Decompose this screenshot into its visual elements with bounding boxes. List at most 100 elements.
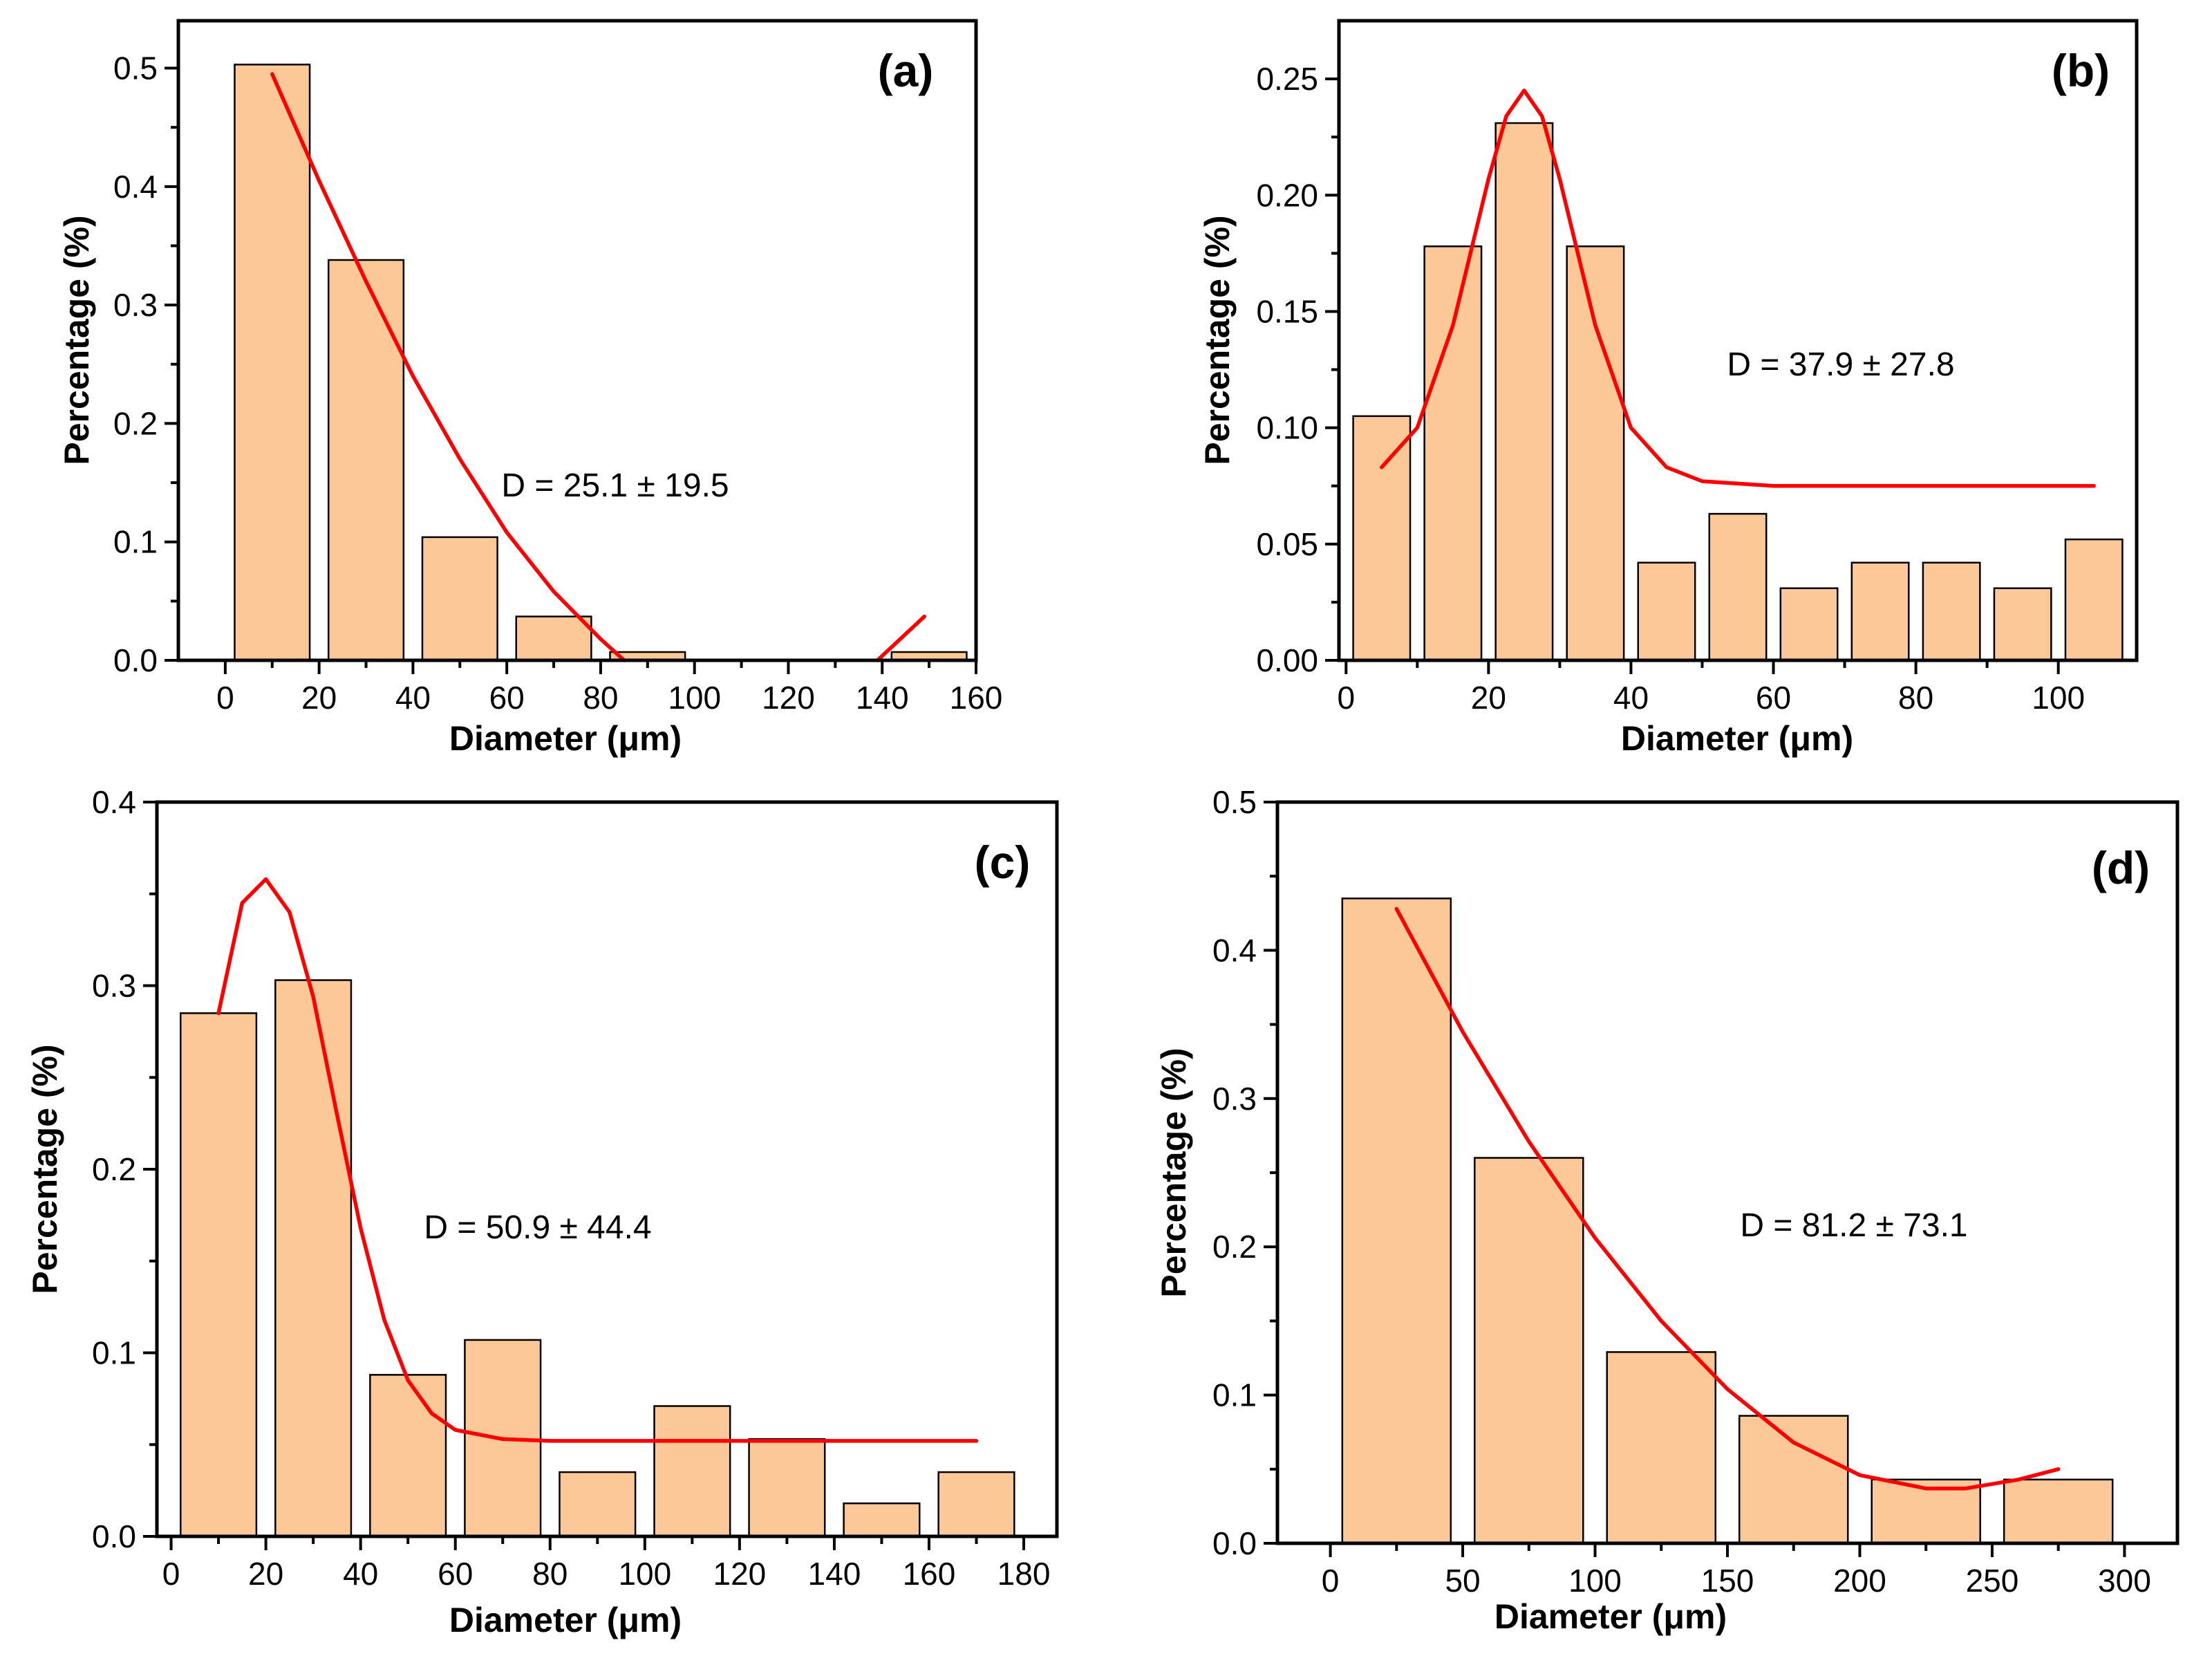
panel-b: 0 20 40 60 80 100 0.00 0.05 0.10 0.15 0.20 0.25 Diam… xyxy=(1198,19,2139,758)
y-tick-label: 0.20 xyxy=(1256,177,1318,213)
x-tick-label: 160 xyxy=(903,1556,956,1592)
diameter-stat-annotation: D = 37.9 ± 27.8 xyxy=(1727,346,1954,383)
x-tick-label: 60 xyxy=(489,680,525,716)
y-axis-title: Percentage (%) xyxy=(1154,1048,1193,1297)
histogram-bar xyxy=(653,1405,731,1538)
panel-label: (a) xyxy=(878,45,934,96)
y-tick-label: 0.05 xyxy=(1256,526,1318,562)
x-tick-label: 20 xyxy=(248,1556,283,1592)
x-tick-label: 40 xyxy=(343,1556,378,1592)
fit-curve xyxy=(270,72,626,662)
histogram-bar xyxy=(1494,122,1554,662)
x-tick-label: 200 xyxy=(1833,1563,1886,1599)
panel-label: (d) xyxy=(2092,842,2150,893)
diameter-stat-annotation: D = 50.9 ± 44.4 xyxy=(424,1209,651,1246)
y-tick-label: 0.0 xyxy=(92,1518,136,1554)
x-tick-label: 40 xyxy=(395,680,431,716)
y-tick-label: 0.3 xyxy=(1212,1081,1257,1117)
histogram-bar xyxy=(2064,538,2124,662)
panel-d: 0 50 100 150 200 250 300 0.0 0.1 0.2 0.3 0.4 0.5 Diam… xyxy=(1154,784,2180,1636)
histogram-bar xyxy=(559,1471,637,1538)
histogram-bar xyxy=(369,1374,447,1538)
x-tick-label: 0 xyxy=(1322,1563,1340,1599)
x-tick-label: 0 xyxy=(1338,680,1356,716)
fit-curve-tail xyxy=(875,614,927,662)
y-tick-label: 0.5 xyxy=(1212,784,1257,820)
histogram-bar xyxy=(234,64,311,662)
histogram-bar xyxy=(937,1471,1015,1538)
y-tick-label: 0.1 xyxy=(1212,1377,1257,1413)
y-tick-label: 0.10 xyxy=(1256,410,1318,446)
x-tick-label: 0 xyxy=(216,680,234,716)
plot-frame xyxy=(176,19,978,662)
y-tick-label: 0.2 xyxy=(92,1151,136,1187)
y-axis-title: Percentage (%) xyxy=(26,1044,64,1294)
histogram-bar xyxy=(515,615,592,662)
y-tick-label: 0.00 xyxy=(1256,642,1318,678)
plot-frame xyxy=(1337,19,2139,662)
y-tick-label: 0.0 xyxy=(113,642,158,678)
x-tick-label: 40 xyxy=(1613,680,1649,716)
y-tick-label: 0.1 xyxy=(92,1335,136,1371)
y-axis-title: Percentage (%) xyxy=(1198,215,1237,465)
x-tick-label: 100 xyxy=(668,680,721,716)
y-tick-label: 0.25 xyxy=(1256,61,1318,97)
x-tick-label: 160 xyxy=(950,680,1003,716)
x-tick-label: 80 xyxy=(532,1556,568,1592)
y-tick-label: 0.2 xyxy=(113,405,158,441)
fit-curve xyxy=(1394,906,2061,1491)
panel-label: (c) xyxy=(975,837,1031,888)
x-tick-label: 60 xyxy=(1756,680,1791,716)
histogram-bar xyxy=(1779,587,1839,662)
histogram-bar xyxy=(1566,245,1625,662)
fit-curve xyxy=(216,877,979,1443)
x-tick-label: 60 xyxy=(438,1556,473,1592)
histogram-bar xyxy=(274,979,353,1538)
histogram-bar xyxy=(1850,561,1910,662)
y-tick-label: 0.5 xyxy=(113,50,158,86)
x-tick-label: 80 xyxy=(1898,680,1933,716)
histogram-bar xyxy=(1993,587,2052,662)
panel-label: (b) xyxy=(2052,45,2110,96)
x-tick-label: 100 xyxy=(1568,1563,1622,1599)
y-tick-label: 0.2 xyxy=(1212,1229,1257,1265)
y-tick-label: 0.4 xyxy=(113,169,158,205)
panel-c: 0 20 40 60 80 100 120 140 160 180 0.0 0.1 0.2 0.3 0.4 D… xyxy=(26,784,1059,1639)
histogram-bar xyxy=(843,1502,921,1538)
diameter-stat-annotation: D = 81.2 ± 73.1 xyxy=(1740,1207,1967,1244)
x-tick-label: 120 xyxy=(713,1556,766,1592)
y-tick-label: 0.4 xyxy=(1212,932,1257,968)
histogram-bar xyxy=(327,259,405,662)
x-tick-label: 100 xyxy=(618,1556,671,1592)
histogram-bar xyxy=(748,1438,826,1538)
y-axis-title: Percentage (%) xyxy=(57,215,96,465)
x-tick-label: 250 xyxy=(1966,1563,2019,1599)
histogram-bar xyxy=(1922,561,1981,662)
histogram-bar xyxy=(421,536,498,662)
x-tick-label: 140 xyxy=(808,1556,861,1592)
x-axis-title: Diameter (μm) xyxy=(1494,1597,1727,1636)
histogram-bar xyxy=(1423,245,1483,662)
x-tick-label: 80 xyxy=(583,680,618,716)
y-tick-label: 0.3 xyxy=(113,287,158,323)
x-tick-label: 20 xyxy=(301,680,337,716)
y-tick-label: 0.0 xyxy=(1212,1525,1257,1561)
x-axis-title: Diameter (μm) xyxy=(1621,719,1853,758)
x-tick-label: 300 xyxy=(2098,1563,2151,1599)
x-axis-title: Diameter (μm) xyxy=(449,1601,682,1639)
x-tick-label: 150 xyxy=(1701,1563,1754,1599)
y-tick-label: 0.4 xyxy=(92,784,136,820)
x-tick-label: 180 xyxy=(997,1556,1051,1592)
histogram-bar xyxy=(1606,1351,1717,1545)
panel-a: 0 20 40 60 80 100 120 140 160 0.0 0.1 0.2 0.3 0.4 0.5 D… xyxy=(57,19,1003,758)
y-tick-label: 0.3 xyxy=(92,968,136,1004)
x-tick-label: 120 xyxy=(762,680,815,716)
histogram-bar xyxy=(1341,897,1452,1545)
histogram-bar xyxy=(1708,512,1768,662)
y-tick-label: 0.15 xyxy=(1256,293,1318,329)
histogram-bar xyxy=(1352,415,1412,662)
y-tick-label: 0.1 xyxy=(113,524,158,560)
fit-curve xyxy=(1380,89,2096,488)
x-tick-label: 0 xyxy=(162,1556,180,1592)
